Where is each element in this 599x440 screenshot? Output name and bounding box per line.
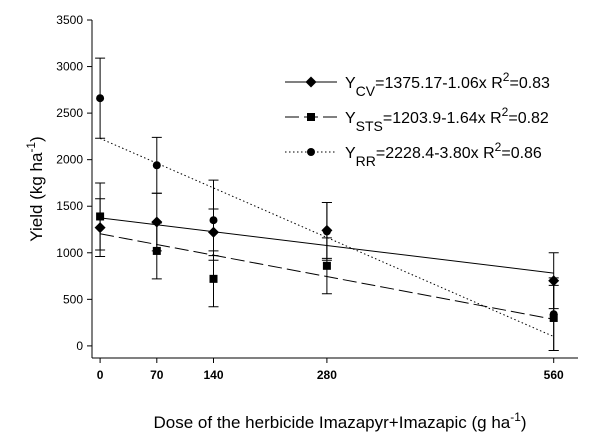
y-axis-label-part: Yield (kg ha (27, 152, 46, 242)
point (152, 161, 161, 170)
point (96, 94, 105, 103)
point (549, 310, 558, 319)
y-tick-label: 2500 (56, 106, 83, 120)
legend-label-part: 2 (502, 105, 509, 119)
legend-label-part: 2 (503, 70, 510, 84)
x-tick-label: 140 (203, 368, 223, 382)
y-tick-label: 3500 (56, 13, 83, 27)
y-tick-label: 1000 (56, 246, 83, 260)
point (96, 212, 105, 221)
legend-marker (307, 148, 315, 156)
legend-label-part: =1375.17-1.06x R (375, 75, 503, 92)
fit-line (99, 137, 554, 338)
legend-label-part: 2 (495, 140, 502, 154)
y-tick-label: 3000 (56, 60, 83, 74)
y-axis-label-part: -1 (24, 142, 38, 153)
x-axis-label-part: -1 (510, 410, 521, 424)
y-tick-label: 0 (76, 339, 83, 353)
legend-symbol (307, 113, 315, 121)
legend-label-part: =2228.4-3.80x R (376, 145, 495, 162)
x-axis-label: Dose of the herbicide Imazapyr+Imazapic … (154, 410, 527, 432)
legend-label: YCV=1375.17-1.06x R2=0.83 (345, 70, 550, 99)
legend-symbol (307, 148, 315, 156)
x-tick-label: 280 (317, 368, 337, 382)
point (322, 261, 331, 270)
point (151, 216, 163, 228)
y-axis-label-part: ) (27, 136, 46, 142)
legend-label-part: STS (356, 118, 383, 134)
point (209, 274, 218, 283)
y-axis-label: Yield (kg ha-1) (24, 136, 46, 241)
legend-label-part: RR (356, 153, 376, 169)
legend-label-part: Y (345, 145, 356, 162)
x-axis-label-part: ) (521, 413, 527, 432)
point (322, 227, 331, 236)
series (95, 57, 559, 352)
point (152, 246, 161, 255)
legend-marker (307, 113, 315, 121)
x-tick-label: 70 (150, 368, 164, 382)
x-tick-label: 0 (97, 368, 104, 382)
y-tick-label: 2000 (56, 153, 83, 167)
legend-label-part: =0.83 (509, 75, 550, 92)
legend-label-part: =0.86 (501, 145, 542, 162)
y-tick-label: 1500 (56, 199, 83, 213)
x-tick-label: 560 (544, 368, 564, 382)
legend-label-part: Y (345, 110, 356, 127)
legend-label: YRR=2228.4-3.80x R2=0.86 (345, 140, 542, 169)
legend-label-part: CV (356, 83, 376, 99)
y-tick-label: 500 (63, 292, 83, 306)
legend-label: YSTS=1203.9-1.64x R2=0.82 (345, 105, 549, 134)
legend-marker (305, 76, 317, 88)
x-axis-label-part: Dose of the herbicide Imazapyr+Imazapic … (154, 413, 511, 432)
legend-symbol (305, 76, 317, 88)
legend-label-part: =1203.9-1.64x R (383, 110, 502, 127)
point (209, 216, 218, 225)
legend-label-part: Y (345, 75, 356, 92)
legend-label-part: =0.82 (508, 110, 549, 127)
